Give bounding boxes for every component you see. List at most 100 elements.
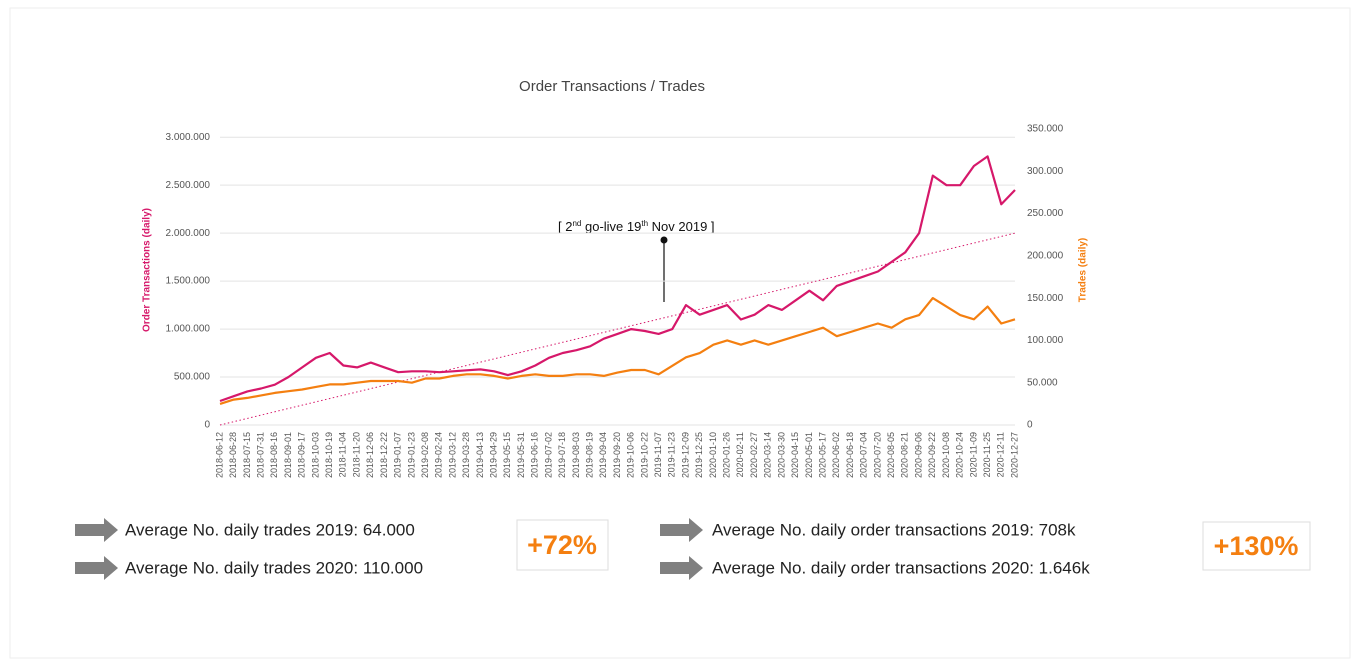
x-tick-label: 2019-11-23 <box>667 432 677 477</box>
x-tick-label: 2018-06-12 <box>214 432 224 478</box>
y2-tick-label: 350.000 <box>1027 124 1064 135</box>
x-tick-label: 2018-09-17 <box>297 432 307 478</box>
x-tick-label: 2020-03-30 <box>776 432 786 478</box>
annotation: [ 2nd go-live 19th Nov 2019 ] <box>558 219 715 235</box>
x-tick-label: 2018-11-20 <box>351 432 361 477</box>
x-tick-label: 2019-01-23 <box>406 432 416 478</box>
x-tick-label: 2019-12-25 <box>694 432 704 478</box>
x-tick-label: 2020-10-24 <box>955 432 965 478</box>
series-line <box>219 155 1016 403</box>
x-tick-label: 2019-03-12 <box>447 432 457 478</box>
x-tick-label: 2020-12-27 <box>1009 432 1019 478</box>
x-tick-label: 2018-12-06 <box>365 432 375 478</box>
note: Average No. daily trades 2020: 110.000 <box>125 558 423 577</box>
x-tick-label: 2020-06-18 <box>845 432 855 478</box>
x-tick-label: 2019-09-04 <box>598 432 608 478</box>
x-tick-label: 2020-03-14 <box>763 432 773 478</box>
x-tick-label: 2020-10-08 <box>941 432 951 478</box>
y2-tick-label: 150.000 <box>1027 293 1064 304</box>
series-line <box>219 297 1016 405</box>
y-tick-label: 2.500.000 <box>166 180 211 191</box>
x-tick-label: 2020-02-11 <box>735 432 745 477</box>
x-tick-label: 2019-03-28 <box>461 432 471 478</box>
x-tick-label: 2019-05-15 <box>502 432 512 478</box>
annotation-part: Nov 2019 ] <box>648 219 715 234</box>
annotation-part: nd <box>572 219 581 228</box>
x-tick-label: 2018-08-16 <box>269 432 279 478</box>
x-tick-label: 2019-08-19 <box>584 432 594 478</box>
y2-tick-label: 200.000 <box>1027 250 1064 261</box>
x-tick-label: 2018-10-19 <box>324 432 334 478</box>
x-tick-label: 2019-11-07 <box>653 432 663 477</box>
y-tick-label: 500.000 <box>174 372 211 383</box>
x-tick-label: 2019-07-02 <box>543 432 553 478</box>
x-tick-label: 2018-07-15 <box>242 432 252 478</box>
change-box <box>1202 521 1311 571</box>
annotation-part: [ 2 <box>558 219 572 234</box>
y-tick-label: 2.000.000 <box>166 228 211 239</box>
arrow <box>75 518 118 542</box>
note: Average No. daily order transactions 202… <box>712 558 1090 577</box>
x-tick-label: 2019-08-03 <box>571 432 581 478</box>
x-tick-label: 2020-08-21 <box>900 432 910 478</box>
y-tick-label: 1.000.000 <box>166 324 211 335</box>
x-tick-label: 2020-07-20 <box>872 432 882 478</box>
change: +72% <box>527 530 597 560</box>
y2-tick-label: 300.000 <box>1027 166 1064 177</box>
y-tick-label: 1.500.000 <box>166 276 211 287</box>
x-tick-label: 2019-02-24 <box>434 432 444 478</box>
change-box <box>516 519 609 571</box>
x-tick-label: 2020-08-05 <box>886 432 896 478</box>
chart-title: Order Transactions / Trades <box>519 78 705 95</box>
x-tick-label: 2018-12-22 <box>379 432 389 478</box>
x-tick-label: 2019-07-18 <box>557 432 567 478</box>
y2-tick-label: 250.000 <box>1027 208 1064 219</box>
x-tick-label: 2019-01-07 <box>393 432 403 478</box>
x-tick-label: 2019-12-09 <box>680 432 690 478</box>
x-tick-label: 2020-11-09 <box>968 432 978 477</box>
arrow <box>75 556 118 580</box>
x-tick-label: 2019-06-16 <box>530 432 540 478</box>
y2-tick-label: 100.000 <box>1027 335 1064 346</box>
change: +130% <box>1214 531 1299 561</box>
x-tick-label: 2019-10-06 <box>626 432 636 478</box>
x-tick-label: 2020-11-25 <box>982 432 992 477</box>
x-tick-label: 2020-09-06 <box>913 432 923 478</box>
y-tick-label: 0 <box>204 420 210 431</box>
trendline <box>219 232 1016 426</box>
x-tick-label: 2020-05-01 <box>804 432 814 478</box>
x-tick-label: 2020-05-17 <box>817 432 827 478</box>
arrow <box>660 556 703 580</box>
frame <box>9 7 1351 659</box>
annotation-part: th <box>641 219 648 228</box>
x-tick-label: 2018-10-03 <box>310 432 320 478</box>
x-tick-label: 2019-09-20 <box>612 432 622 478</box>
y2-axis-label: Trades (daily) <box>1078 238 1089 302</box>
x-tick-label: 2020-09-22 <box>927 432 937 478</box>
x-tick-label: 2020-07-04 <box>859 432 869 478</box>
annotation-dot <box>660 236 668 244</box>
x-tick-label: 2020-01-10 <box>708 432 718 478</box>
x-tick-label: 2019-04-29 <box>489 432 499 478</box>
x-tick-label: 2019-05-31 <box>516 432 526 478</box>
note: Average No. daily trades 2019: 64.000 <box>125 520 415 539</box>
x-tick-label: 2019-04-13 <box>475 432 485 478</box>
x-tick-label: 2020-12-11 <box>996 432 1006 477</box>
x-tick-label: 2020-06-02 <box>831 432 841 478</box>
x-tick-label: 2020-01-26 <box>722 432 732 478</box>
arrow <box>660 518 703 542</box>
x-tick-label: 2019-10-22 <box>639 432 649 478</box>
y2-tick-label: 50.000 <box>1027 377 1058 388</box>
x-tick-label: 2019-02-08 <box>420 432 430 478</box>
y2-tick-label: 0 <box>1027 420 1033 431</box>
y-axis-label: Order Transactions (daily) <box>142 208 153 332</box>
x-tick-label: 2018-11-04 <box>338 432 348 477</box>
x-tick-label: 2020-04-15 <box>790 432 800 478</box>
y-tick-label: 3.000.000 <box>166 132 211 143</box>
x-tick-label: 2018-06-28 <box>228 432 238 478</box>
x-tick-label: 2018-07-31 <box>255 432 265 478</box>
note: Average No. daily order transactions 201… <box>712 520 1076 539</box>
x-tick-label: 2020-02-27 <box>749 432 759 478</box>
x-tick-label: 2018-09-01 <box>283 432 293 478</box>
